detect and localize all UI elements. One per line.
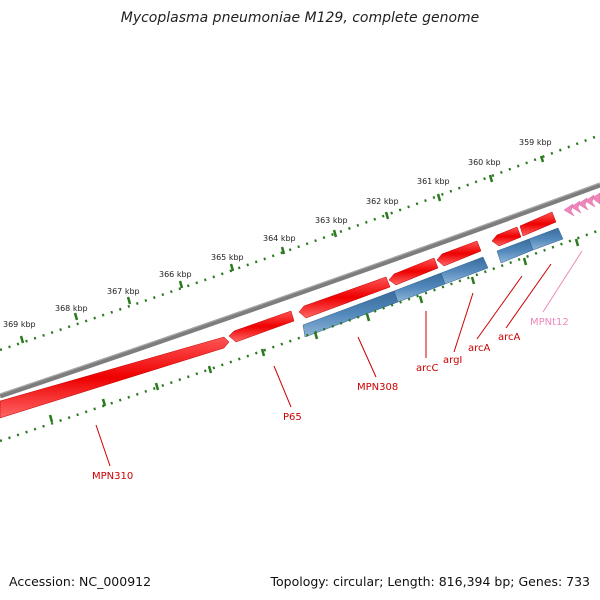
tick-label-369: 369 kbp — [3, 320, 36, 329]
gene-arrow-fwd-6[interactable] — [491, 226, 522, 247]
genome-backbone — [0, 182, 600, 399]
gene-arrow-MPN309[interactable] — [298, 276, 391, 319]
gene-label-MPNt12: MPNt12 — [530, 317, 569, 328]
gene-label-MPN308: MPN308 — [357, 382, 398, 393]
tick-label-366: 366 kbp — [159, 270, 192, 279]
gene-label-arcA-1: arcA — [468, 343, 491, 354]
gene-arrow-arcA-2[interactable] — [528, 227, 564, 251]
outer-ruler-ticks — [19, 155, 545, 344]
tick-label-359: 359 kbp — [519, 138, 552, 147]
gene-label-arcA-2: arcA — [498, 332, 521, 343]
gene-labels: MPN310 P65 MPN308 arcC argI arcA arcA MP… — [92, 317, 569, 482]
tick-label-360: 360 kbp — [468, 158, 501, 167]
gene-arrow-fwd-7[interactable] — [519, 211, 557, 237]
gene-label-P65: P65 — [283, 412, 302, 423]
tick-label-361: 361 kbp — [417, 177, 450, 186]
tick-label-364: 364 kbp — [263, 234, 296, 243]
tick-label-367: 367 kbp — [107, 287, 140, 296]
tick-label-368: 368 kbp — [55, 304, 88, 313]
tick-label-363: 363 kbp — [315, 216, 348, 225]
label-connectors — [95, 250, 583, 467]
outer-ruler-dots — [0, 133, 600, 352]
gene-arrow-fwd-4[interactable] — [388, 257, 439, 286]
tick-label-365: 365 kbp — [211, 253, 244, 262]
gene-label-MPN310: MPN310 — [92, 471, 133, 482]
genome-stats-text: Topology: circular; Length: 816,394 bp; … — [270, 574, 591, 589]
rna-gene-arrows[interactable] — [563, 192, 600, 217]
map-title: Mycoplasma pneumoniae M129, complete gen… — [120, 10, 480, 26]
gene-arrow-fwd-5[interactable] — [436, 240, 482, 267]
ruler-labels: 359 kbp 360 kbp 361 kbp 362 kbp 363 kbp … — [3, 138, 552, 329]
gene-arrow-P65[interactable] — [228, 310, 295, 343]
inner-ruler-ticks — [48, 238, 580, 423]
gene-label-arcC: arcC — [416, 363, 439, 374]
tick-label-362: 362 kbp — [366, 197, 399, 206]
gene-label-argI: argI — [443, 355, 462, 366]
gene-arrow-argI[interactable] — [440, 256, 489, 285]
gene-arrow-MPN310[interactable] — [0, 336, 230, 419]
accession-text: Accession: NC_000912 — [9, 574, 152, 589]
